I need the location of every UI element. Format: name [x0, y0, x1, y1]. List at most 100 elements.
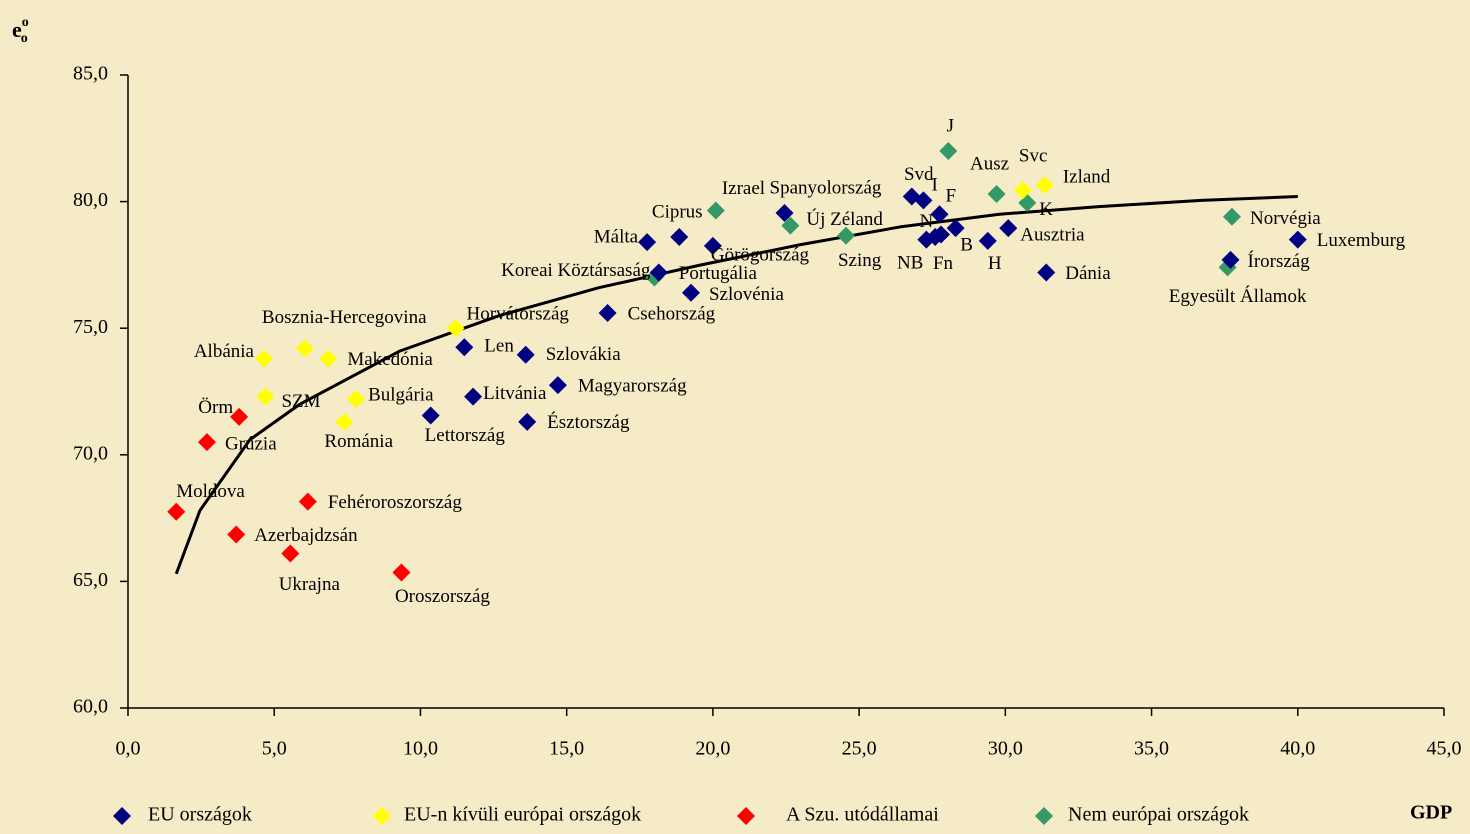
data-point [281, 544, 300, 563]
x-tick-label: 20,0 [695, 738, 730, 760]
y-axis-label: eo o [12, 15, 29, 46]
point-label: NB [897, 252, 923, 273]
point-label: J [947, 115, 954, 136]
data-point [681, 283, 700, 302]
point-label: Észtország [547, 411, 630, 433]
data-point [706, 201, 725, 220]
data-point [295, 339, 314, 358]
legend-marker [113, 807, 131, 825]
data-point [1018, 193, 1037, 212]
data-point [978, 231, 997, 250]
point-label: Ausztria [1020, 225, 1085, 246]
point-label: Fn [933, 253, 954, 274]
point-label: Románia [324, 431, 393, 452]
x-tick-label: 10,0 [403, 738, 438, 760]
point-label: Magyarország [578, 376, 687, 397]
point-label: Horvátország [467, 304, 570, 325]
y-tick-label: 85,0 [73, 63, 108, 85]
data-point [946, 219, 965, 238]
legend-label: EU-n kívüli európai országok [404, 804, 641, 826]
point-label: Szing [838, 250, 882, 271]
point-label: Szlovénia [709, 284, 784, 305]
point-label: Len [484, 336, 514, 357]
point-label: Izrael [722, 178, 765, 199]
data-point [638, 233, 657, 252]
point-label: Csehország [628, 303, 716, 324]
data-point [987, 185, 1006, 204]
data-point [548, 376, 567, 395]
data-point [197, 433, 216, 452]
data-point [256, 387, 275, 406]
x-tick-label: 5,0 [262, 738, 287, 760]
point-label: Ausz [970, 153, 1009, 174]
data-point [598, 304, 617, 323]
point-label: Moldova [176, 481, 245, 502]
data-point [781, 216, 800, 235]
data-point [319, 349, 338, 368]
legend-label: A Szu. utódállamai [786, 804, 939, 826]
point-label: F [946, 186, 957, 207]
data-point [999, 219, 1018, 238]
data-point [931, 225, 950, 244]
point-label: Ciprus [652, 201, 703, 222]
legend-label: EU országok [148, 804, 252, 826]
data-point [298, 492, 317, 511]
x-tick-label: 35,0 [1134, 738, 1169, 760]
point-label: Ukrajna [279, 574, 341, 595]
data-point [1222, 207, 1241, 226]
legend-label: Nem európai országok [1068, 804, 1249, 826]
legend-marker [373, 807, 391, 825]
point-label: Bosznia-Hercegovina [262, 307, 427, 328]
point-label: Fehéroroszország [328, 492, 463, 513]
data-point [455, 338, 474, 357]
point-label: B [960, 235, 973, 256]
data-point [167, 502, 186, 521]
data-point [836, 226, 855, 245]
data-point [703, 236, 722, 255]
point-label: Albánia [194, 341, 255, 362]
legend-marker [737, 807, 755, 825]
data-point [516, 345, 535, 364]
data-point [1013, 181, 1032, 200]
y-axis-label-sub: o [21, 31, 28, 46]
point-label: Grúzia [225, 433, 277, 454]
data-point [335, 412, 354, 431]
data-point [230, 407, 249, 426]
data-point [1035, 176, 1054, 195]
data-point [939, 141, 958, 160]
x-tick-label: 40,0 [1280, 738, 1315, 760]
x-tick-label: 45,0 [1427, 738, 1462, 760]
point-label: Spanyolország [770, 177, 882, 198]
y-tick-label: 70,0 [73, 442, 108, 464]
point-label: Görögország [711, 244, 810, 265]
point-label: Luxemburg [1317, 230, 1406, 251]
x-tick-label: 15,0 [549, 738, 584, 760]
data-point [227, 525, 246, 544]
data-point [930, 205, 949, 224]
data-point [446, 319, 465, 338]
point-label: Makedónia [347, 349, 433, 370]
y-tick-label: 65,0 [73, 569, 108, 591]
y-axis-label-sup: o [22, 15, 29, 30]
point-label: Egyesült Államok [1169, 285, 1307, 307]
x-tick-label: 30,0 [988, 738, 1023, 760]
x-axis-label: GDP [1410, 802, 1452, 824]
point-label: Oroszország [395, 586, 490, 607]
data-point [347, 390, 366, 409]
data-point [1288, 230, 1307, 249]
point-label: H [988, 253, 1002, 274]
point-label: K [1039, 199, 1053, 220]
point-label: I [931, 175, 937, 196]
point-label: Bulgária [368, 384, 434, 405]
point-label: Szlovákia [546, 344, 621, 365]
point-label: Norvégia [1250, 208, 1321, 229]
data-point [464, 387, 483, 406]
data-point [421, 406, 440, 425]
point-label: Málta [594, 226, 639, 247]
point-label: SZM [281, 391, 320, 412]
y-tick-label: 80,0 [73, 189, 108, 211]
point-label: Portugália [679, 263, 758, 284]
data-point [914, 191, 933, 210]
